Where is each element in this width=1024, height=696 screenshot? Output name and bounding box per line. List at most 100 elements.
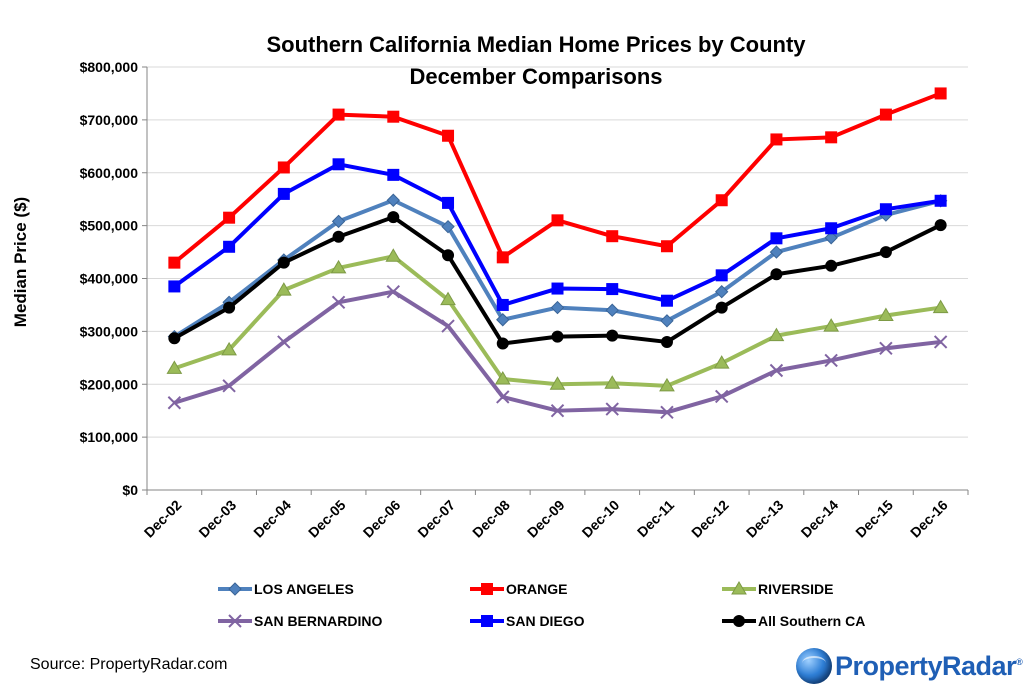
data-point [441, 319, 455, 333]
data-point [768, 327, 785, 342]
data-point [551, 282, 564, 295]
x-tick-label: Dec-11 [634, 497, 677, 540]
data-point [168, 332, 181, 345]
data-point [823, 318, 840, 332]
x-tick-label: Dec-05 [305, 497, 349, 541]
legend-item: ORANGE [470, 581, 567, 597]
data-point [387, 110, 400, 123]
x-tick-label: Dec-06 [360, 497, 404, 541]
x-tick-label: Dec-07 [414, 497, 458, 541]
data-point [879, 108, 892, 121]
data-point [660, 405, 674, 419]
data-point [770, 133, 783, 146]
data-point [879, 246, 892, 259]
data-point [550, 403, 565, 418]
data-point [386, 285, 401, 299]
series-lines [166, 87, 949, 419]
data-point [606, 230, 619, 243]
data-point [660, 314, 674, 328]
data-point [770, 232, 783, 245]
data-point [660, 294, 673, 307]
x-tick-label: Dec-16 [907, 497, 951, 541]
legend-marker [228, 614, 242, 628]
data-point [496, 390, 510, 404]
series-all-southern-ca [168, 211, 947, 350]
data-point [223, 240, 236, 253]
data-point [496, 298, 509, 311]
legend-item: RIVERSIDE [722, 581, 833, 597]
y-tick-label: $500,000 [80, 218, 139, 234]
y-tick-labels: $0 $100,000 $200,000 $300,000 $400,000 $500,0… [80, 59, 139, 498]
data-point [496, 251, 509, 264]
data-point [496, 337, 509, 350]
data-point [825, 131, 838, 144]
y-tick-label: $300,000 [80, 323, 139, 339]
axes [142, 66, 969, 495]
data-point [551, 330, 564, 343]
legend-marker [228, 582, 242, 596]
data-point [331, 214, 346, 229]
legend-item: All Southern CA [722, 613, 865, 629]
data-point [277, 335, 291, 349]
data-point [222, 379, 236, 393]
legend-label: SAN BERNARDINO [254, 613, 382, 629]
source-note: Source: PropertyRadar.com [30, 656, 228, 673]
legend-marker [481, 583, 493, 595]
data-point [221, 341, 237, 356]
data-point [441, 219, 455, 234]
data-point [332, 230, 345, 243]
series-line [173, 215, 942, 346]
data-point [659, 377, 675, 392]
data-point [713, 355, 730, 369]
data-point [934, 194, 947, 207]
data-point [551, 214, 564, 227]
y-tick-label: $200,000 [80, 376, 139, 392]
data-point [825, 259, 838, 272]
legend-item: LOS ANGELES [218, 581, 354, 597]
data-point [605, 402, 619, 416]
data-point [385, 248, 402, 262]
data-point [932, 299, 949, 314]
legend-label: LOS ANGELES [254, 581, 354, 597]
data-point [494, 370, 511, 385]
y-tick-label: $800,000 [80, 59, 139, 75]
data-point [275, 282, 292, 296]
series-riverside [166, 248, 949, 392]
data-point [605, 303, 619, 317]
legend-marker [481, 615, 493, 627]
data-point [442, 129, 455, 142]
legend-label: RIVERSIDE [758, 581, 833, 597]
data-point [332, 158, 345, 171]
chart-subtitle: December Comparisons [409, 64, 662, 89]
x-tick-labels: Dec-02 Dec-03 Dec-04 Dec-05 Dec-06 Dec-07 Dec-… [141, 497, 951, 541]
data-point [166, 360, 183, 374]
data-point [769, 245, 784, 259]
data-point [167, 396, 182, 410]
brand-mark: ® [1016, 656, 1023, 667]
y-tick-label: $400,000 [80, 271, 139, 287]
data-point [934, 219, 947, 232]
data-point [604, 375, 621, 389]
data-point [168, 256, 181, 269]
x-tick-label: Dec-02 [141, 497, 185, 541]
x-tick-label: Dec-03 [195, 497, 239, 541]
legend-marker [731, 581, 747, 595]
y-tick-label: $700,000 [80, 112, 139, 128]
data-point [223, 211, 236, 224]
y-tick-label: $0 [122, 482, 138, 498]
y-axis-label: Median Price ($) [11, 197, 30, 327]
data-point [879, 203, 892, 216]
data-point [714, 389, 729, 404]
data-point [606, 283, 619, 296]
data-point [277, 161, 290, 174]
data-point [715, 194, 728, 207]
data-point [386, 193, 401, 207]
data-point [331, 295, 346, 310]
data-point [660, 335, 673, 348]
series-san-bernardino [167, 285, 948, 419]
data-point [878, 307, 894, 322]
data-point [496, 313, 510, 327]
x-tick-label: Dec-12 [688, 497, 732, 541]
data-point [715, 269, 728, 282]
data-point [387, 168, 400, 181]
